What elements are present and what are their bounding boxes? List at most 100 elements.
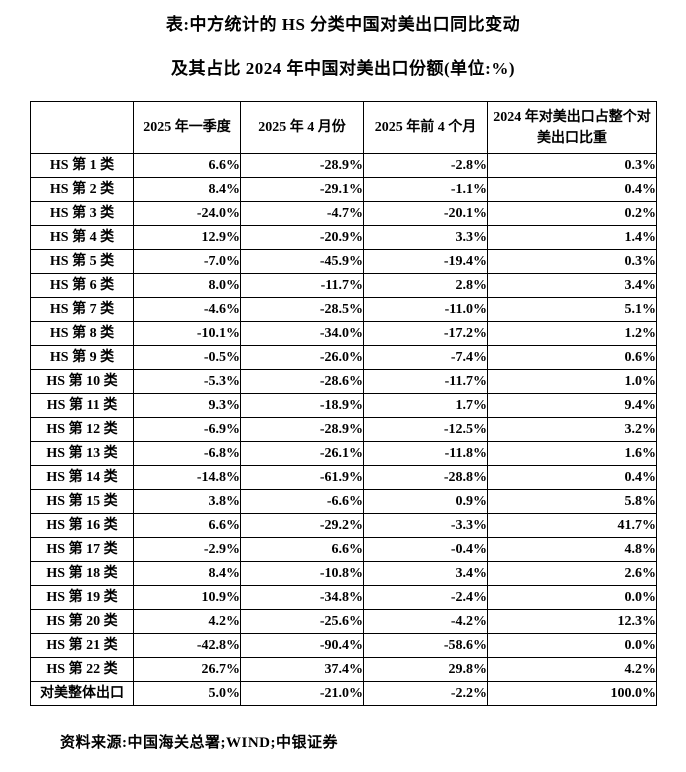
row-label: HS 第 17 类 [30,537,134,562]
value-cell: -12.5% [363,417,488,442]
value-cell: 0.3% [487,153,657,178]
table-row: HS 第 5 类 -7.0% -45.9% -19.4% 0.3% [30,249,657,274]
value-cell: -2.2% [363,681,488,706]
source-note: 资料来源:中国海关总署;WIND;中银证券 [60,735,338,751]
value-cell: 0.3% [487,249,657,274]
value-cell: 8.4% [133,177,241,202]
value-cell: 3.8% [133,489,241,514]
value-cell: -10.8% [240,561,364,586]
value-cell: 1.2% [487,321,657,346]
row-label: HS 第 4 类 [30,225,134,250]
value-cell: 6.6% [240,537,364,562]
value-cell: -28.9% [240,153,364,178]
value-cell: 0.4% [487,177,657,202]
value-cell: -29.1% [240,177,364,202]
value-cell: 12.3% [487,609,657,634]
table-row: HS 第 8 类 -10.1% -34.0% -17.2% 1.2% [30,321,657,346]
value-cell: 9.3% [133,393,241,418]
value-cell: 0.6% [487,345,657,370]
table-row: HS 第 22 类 26.7% 37.4% 29.8% 4.2% [30,657,657,682]
value-cell: -7.4% [363,345,488,370]
value-cell: -6.6% [240,489,364,514]
row-label: HS 第 9 类 [30,345,134,370]
table-row: 对美整体出口 5.0% -21.0% -2.2% 100.0% [30,681,657,706]
value-cell: -28.6% [240,369,364,394]
value-cell: 100.0% [487,681,657,706]
value-cell: 9.4% [487,393,657,418]
value-cell: -0.5% [133,345,241,370]
table-title-line-2: 及其占比 2024 年中国对美出口份额(单位:%) [171,59,515,78]
table-row: HS 第 20 类 4.2% -25.6% -4.2% 12.3% [30,609,657,634]
table-row: HS 第 15 类 3.8% -6.6% 0.9% 5.8% [30,489,657,514]
value-cell: -24.0% [133,201,241,226]
row-label: HS 第 2 类 [30,177,134,202]
row-label: 对美整体出口 [30,681,134,706]
value-cell: -29.2% [240,513,364,538]
value-cell: 5.0% [133,681,241,706]
value-cell: -7.0% [133,249,241,274]
value-cell: 0.0% [487,585,657,610]
table-row: HS 第 3 类 -24.0% -4.7% -20.1% 0.2% [30,201,657,226]
value-cell: 8.4% [133,561,241,586]
value-cell: -0.4% [363,537,488,562]
value-cell: -11.7% [240,273,364,298]
value-cell: 1.7% [363,393,488,418]
value-cell: 1.6% [487,441,657,466]
row-label: HS 第 1 类 [30,153,134,178]
value-cell: 4.2% [133,609,241,634]
value-cell: -25.6% [240,609,364,634]
row-label: HS 第 12 类 [30,417,134,442]
value-cell: -5.3% [133,369,241,394]
value-cell: -10.1% [133,321,241,346]
table-row: HS 第 14 类 -14.8% -61.9% -28.8% 0.4% [30,465,657,490]
value-cell: 4.2% [487,657,657,682]
value-cell: -11.0% [363,297,488,322]
value-cell: 3.4% [363,561,488,586]
value-cell: 4.8% [487,537,657,562]
table-row: HS 第 6 类 8.0% -11.7% 2.8% 3.4% [30,273,657,298]
value-cell: -20.1% [363,201,488,226]
row-label: HS 第 11 类 [30,393,134,418]
value-cell: 2.8% [363,273,488,298]
value-cell: 1.4% [487,225,657,250]
table-title-line-1: 表:中方统计的 HS 分类中国对美出口同比变动 [165,15,521,34]
value-cell: 41.7% [487,513,657,538]
hs-export-table: 2025 年一季度 2025 年 4 月份 2025 年前 4 个月 2024 … [30,101,657,706]
row-label: HS 第 20 类 [30,609,134,634]
table-row: HS 第 1 类 6.6% -28.9% -2.8% 0.3% [30,153,657,178]
table-row: HS 第 2 类 8.4% -29.1% -1.1% 0.4% [30,177,657,202]
value-cell: -1.1% [363,177,488,202]
row-label: HS 第 7 类 [30,297,134,322]
header-empty-cell [30,101,134,154]
table-body: HS 第 1 类 6.6% -28.9% -2.8% 0.3% HS 第 2 类 8.4% -… [30,153,657,706]
value-cell: 0.9% [363,489,488,514]
table-row: HS 第 9 类 -0.5% -26.0% -7.4% 0.6% [30,345,657,370]
row-label: HS 第 3 类 [30,201,134,226]
value-cell: -61.9% [240,465,364,490]
value-cell: 3.4% [487,273,657,298]
value-cell: -14.8% [133,465,241,490]
table-row: HS 第 19 类 10.9% -34.8% -2.4% 0.0% [30,585,657,610]
table-row: HS 第 18 类 8.4% -10.8% 3.4% 2.6% [30,561,657,586]
row-label: HS 第 22 类 [30,657,134,682]
row-label: HS 第 14 类 [30,465,134,490]
value-cell: 2.6% [487,561,657,586]
value-cell: 12.9% [133,225,241,250]
value-cell: -45.9% [240,249,364,274]
value-cell: 6.6% [133,513,241,538]
value-cell: -42.8% [133,633,241,658]
table-row: HS 第 7 类 -4.6% -28.5% -11.0% 5.1% [30,297,657,322]
value-cell: -4.6% [133,297,241,322]
value-cell: 8.0% [133,273,241,298]
table-header-row: 2025 年一季度 2025 年 4 月份 2025 年前 4 个月 2024 … [30,101,657,154]
row-label: HS 第 18 类 [30,561,134,586]
row-label: HS 第 15 类 [30,489,134,514]
value-cell: -17.2% [363,321,488,346]
table-row: HS 第 12 类 -6.9% -28.9% -12.5% 3.2% [30,417,657,442]
value-cell: -21.0% [240,681,364,706]
header-apr-2025: 2025 年 4 月份 [240,101,364,154]
value-cell: -28.9% [240,417,364,442]
value-cell: 5.1% [487,297,657,322]
value-cell: -26.0% [240,345,364,370]
value-cell: -2.8% [363,153,488,178]
